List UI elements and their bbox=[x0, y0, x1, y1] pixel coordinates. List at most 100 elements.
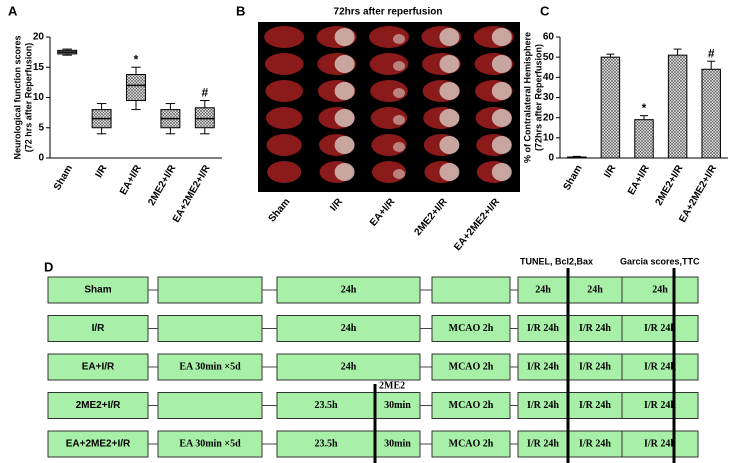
cell bbox=[517, 353, 569, 381]
cell-text: 24h bbox=[535, 284, 551, 295]
column-label: Sham bbox=[267, 196, 293, 224]
annotation: * bbox=[642, 101, 647, 115]
row-label-box bbox=[47, 353, 149, 381]
cell-text: I/R 24h bbox=[579, 400, 611, 411]
infarct bbox=[334, 55, 355, 73]
infarct bbox=[491, 28, 512, 46]
cell bbox=[517, 430, 569, 458]
infarct bbox=[334, 28, 355, 46]
x-tick-label: Sham bbox=[562, 163, 585, 192]
y-axis-label: % of Contralateral Hemisphere bbox=[522, 32, 532, 163]
cell-text: MCAO 2h bbox=[449, 323, 494, 334]
cell bbox=[157, 315, 263, 342]
cell-text: I/R 24h bbox=[644, 361, 676, 372]
y-tick-label: 40 bbox=[543, 72, 555, 83]
infarct bbox=[393, 142, 405, 152]
x-tick-label: I/R bbox=[602, 163, 618, 180]
cell bbox=[517, 276, 569, 304]
row-label-box bbox=[47, 315, 149, 342]
y-tick-label: 15 bbox=[33, 62, 45, 73]
panel-label: D bbox=[44, 259, 53, 274]
y-tick-label: 5 bbox=[38, 122, 44, 133]
cell-text: 23.5h bbox=[314, 400, 338, 411]
bar bbox=[634, 119, 654, 159]
column-label: EA+2ME2+I/R bbox=[452, 196, 502, 253]
infarct bbox=[439, 28, 460, 46]
box bbox=[126, 74, 146, 102]
brain-slice bbox=[266, 134, 302, 156]
y-tick-label: 0 bbox=[38, 153, 44, 164]
annotation: # bbox=[201, 86, 208, 100]
bar bbox=[600, 56, 621, 159]
cell bbox=[567, 392, 623, 419]
brain-slice bbox=[265, 80, 304, 102]
cell-text: I/R 24h bbox=[527, 400, 559, 411]
infarct bbox=[439, 55, 460, 73]
infarct bbox=[439, 136, 460, 154]
x-tick-label: 2ME2+I/R bbox=[654, 163, 686, 208]
cell bbox=[621, 315, 699, 342]
bar bbox=[667, 54, 688, 159]
panel-label: A bbox=[8, 3, 18, 18]
row-label: Sham bbox=[84, 285, 111, 296]
y-axis-label: (72 hrs after Reperfusion) bbox=[23, 43, 33, 153]
x-tick-label: 2ME2+I/R bbox=[146, 163, 178, 208]
cell bbox=[567, 276, 623, 304]
cell-text: 23.5h bbox=[314, 438, 338, 449]
cell-text: 24h bbox=[341, 323, 357, 334]
y-tick-label: 10 bbox=[33, 92, 45, 103]
infarct bbox=[334, 163, 355, 181]
header: TUNEL, Bcl2,Bax bbox=[520, 256, 593, 266]
cell-text: I/R 24h bbox=[579, 438, 611, 449]
y-tick-label: 60 bbox=[543, 32, 555, 43]
cell-text: I/R 24h bbox=[527, 323, 559, 334]
row-label: EA+I/R bbox=[82, 362, 115, 373]
y-tick-label: 10 bbox=[543, 132, 555, 143]
infarct bbox=[491, 163, 512, 181]
cell bbox=[157, 353, 263, 381]
cell bbox=[431, 392, 511, 419]
infarct bbox=[491, 136, 512, 154]
cell bbox=[621, 353, 699, 381]
row-label-box bbox=[47, 392, 149, 419]
panel-label: B bbox=[236, 3, 245, 18]
cell-text: 30min bbox=[384, 400, 411, 411]
row-label: EA+2ME2+I/R bbox=[66, 439, 131, 450]
header: Garcia scores,TTC bbox=[620, 256, 700, 266]
y-tick-label: 0 bbox=[548, 153, 554, 164]
cell bbox=[157, 430, 263, 458]
y-axis-label: (72hrs after Reperfusion) bbox=[533, 44, 543, 151]
cell bbox=[431, 353, 511, 381]
infarct bbox=[393, 34, 405, 44]
y-tick-label: 30 bbox=[543, 92, 555, 103]
column-label: I/R bbox=[328, 196, 345, 213]
cell-text: I/R 24h bbox=[579, 323, 611, 334]
infarct bbox=[393, 115, 405, 125]
row-label: 2ME2+I/R bbox=[76, 400, 122, 411]
infarct bbox=[393, 88, 405, 98]
infarct bbox=[491, 55, 512, 73]
infarct bbox=[439, 82, 460, 100]
cell bbox=[374, 430, 421, 458]
column-label: EA+I/R bbox=[368, 196, 398, 229]
cell bbox=[157, 276, 263, 304]
row-label: I/R bbox=[92, 323, 106, 334]
cell-text: I/R 24h bbox=[644, 400, 676, 411]
y-tick-label: 20 bbox=[543, 112, 555, 123]
x-tick-label: EA+I/R bbox=[626, 163, 652, 197]
x-tick-label: Sham bbox=[52, 163, 75, 192]
x-tick-label: EA+2ME2+I/R bbox=[171, 163, 213, 225]
cell bbox=[431, 430, 511, 458]
annotation: * bbox=[134, 52, 139, 66]
cell bbox=[621, 430, 699, 458]
infarct bbox=[334, 82, 355, 100]
cell-text: 30min bbox=[384, 438, 411, 449]
box bbox=[194, 107, 215, 129]
infarct bbox=[393, 61, 405, 71]
cell bbox=[431, 315, 511, 342]
x-tick-label: EA+I/R bbox=[118, 163, 144, 197]
panel-label: C bbox=[540, 3, 550, 18]
brain-slice bbox=[264, 26, 305, 48]
cell-text: EA 30min ×5d bbox=[179, 438, 241, 449]
cell bbox=[276, 430, 376, 458]
